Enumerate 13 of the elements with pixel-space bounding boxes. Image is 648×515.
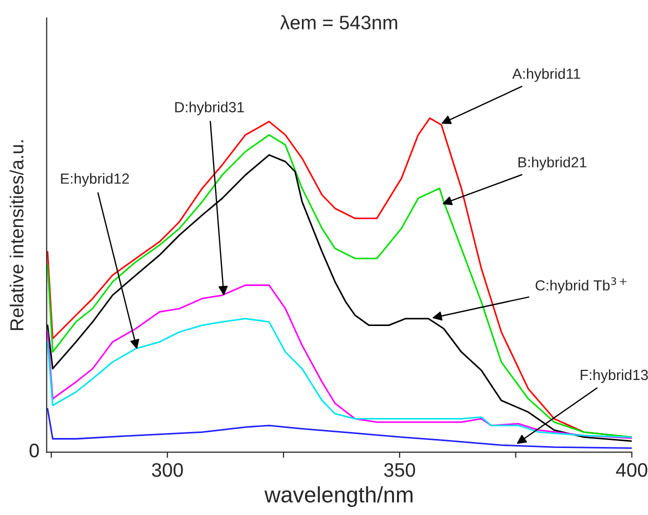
text: 0 <box>30 444 39 458</box>
annotation: F:hybrid13 <box>580 369 648 383</box>
x-tick-label: 300 <box>152 463 183 477</box>
y-axis-title: Relative intensities/a.u. <box>10 140 24 330</box>
x-tick-label: 350 <box>384 463 416 477</box>
annotation: E:hybrid12 <box>61 173 129 187</box>
chart-title: λem = 543nm <box>280 15 398 30</box>
annotation: B:hybrid21 <box>518 156 586 170</box>
annotation: D:hybrid31 <box>175 102 244 116</box>
x-tick-label: 400 <box>616 463 648 477</box>
annotation: A:hybrid11 <box>512 68 580 82</box>
x-axis-title: wavelength/nm <box>264 486 412 507</box>
annotation: C:hybrid Tb$^{3+}$ <box>536 277 626 294</box>
